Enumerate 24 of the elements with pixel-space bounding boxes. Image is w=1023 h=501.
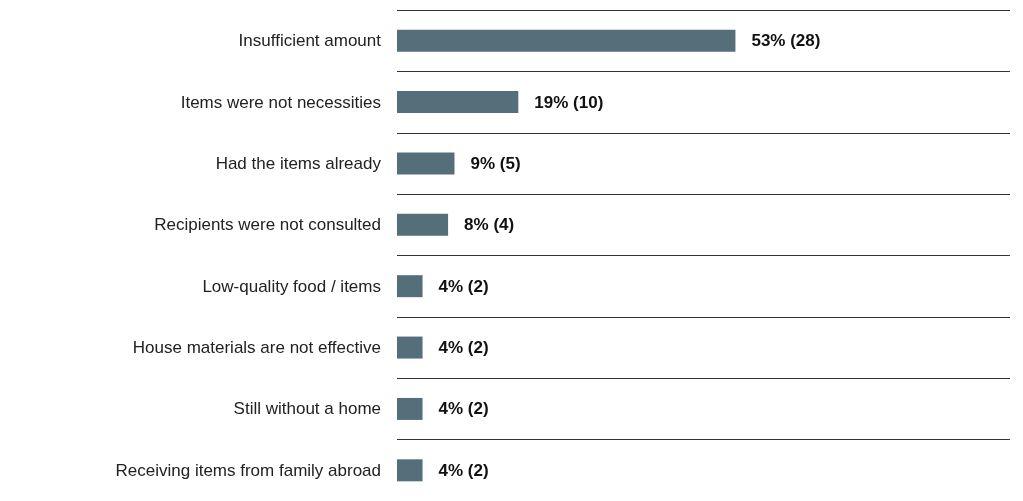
bar (397, 213, 449, 236)
data-label: 4% (2) (438, 276, 489, 296)
y-tick-label: Recipients were not consulted (154, 215, 381, 235)
y-tick-label: Items were not necessities (180, 92, 381, 112)
y-tick-label: Insufficient amount (238, 31, 382, 51)
y-tick-label: Receiving items from family abroad (115, 460, 381, 480)
bar (397, 29, 736, 52)
data-label: 19% (10) (534, 92, 604, 112)
data-label: 4% (2) (438, 338, 489, 358)
bar (397, 91, 519, 114)
bar (397, 152, 455, 175)
data-label: 4% (2) (438, 460, 489, 480)
data-label: 9% (5) (470, 153, 521, 173)
bar (397, 336, 423, 359)
data-label: 4% (2) (438, 399, 489, 419)
bar (397, 459, 423, 482)
data-label: 8% (4) (464, 215, 515, 235)
bar (397, 397, 423, 420)
bar (397, 275, 423, 298)
y-tick-label: Had the items already (215, 153, 382, 173)
y-tick-label: House materials are not effective (132, 338, 381, 358)
y-tick-label: Low-quality food / items (202, 276, 381, 296)
y-tick-label: Still without a home (233, 399, 381, 419)
data-label: 53% (28) (751, 31, 821, 51)
